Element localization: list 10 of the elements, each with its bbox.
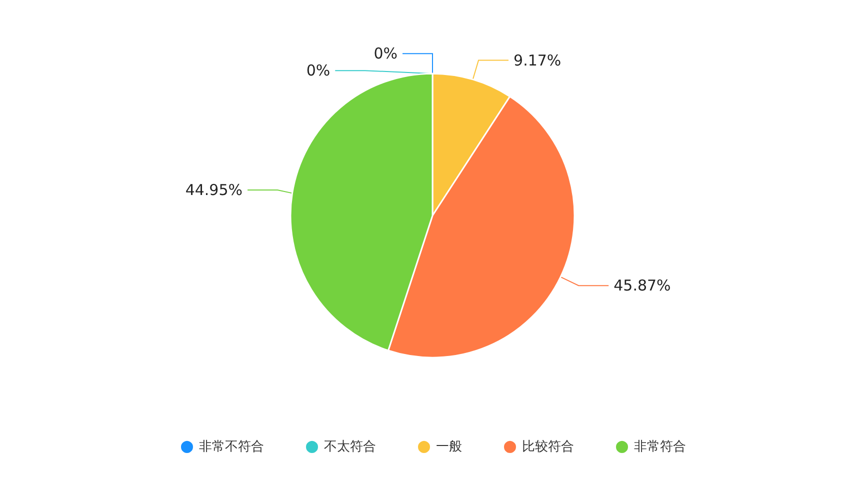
text: 0%	[306, 62, 330, 80]
legend-label: 不太符合	[324, 440, 376, 454]
legend-label: 非常符合	[634, 440, 686, 454]
data-label: 45.87%	[614, 276, 671, 295]
text: 0%	[374, 44, 398, 63]
legend-label: 比较符合	[522, 440, 574, 454]
data-label: 44.95%	[185, 181, 243, 200]
legend-label: 一般	[436, 440, 462, 454]
legend-label: 非常不符合	[199, 440, 264, 454]
data-label: 9.17%	[514, 51, 562, 70]
